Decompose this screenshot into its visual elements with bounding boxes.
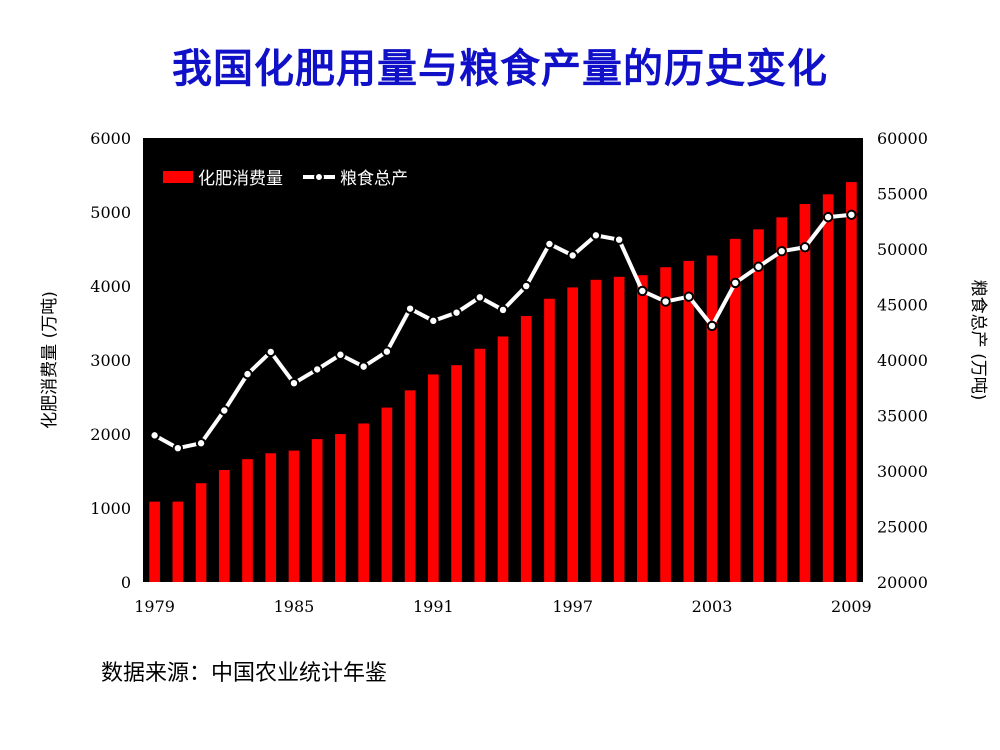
bar-1986 [311, 439, 323, 582]
bar-2006 [776, 217, 788, 582]
line-layer [149, 209, 857, 454]
grain-point-1994 [497, 304, 509, 316]
grain-point-2000 [637, 285, 648, 297]
grain-point-1987 [335, 349, 346, 360]
bar-2008 [822, 194, 834, 582]
page-title: 我国化肥用量与粮食产量的历史变化 [172, 46, 828, 92]
legend: 化肥消费量 粮食总产 [163, 169, 408, 189]
left-tick-label: 4000 [90, 277, 131, 296]
left-tick-label: 0 [121, 573, 131, 592]
grain-point-2001 [660, 296, 671, 307]
right-tick-label: 60000 [877, 129, 928, 148]
bar-2007 [799, 204, 811, 582]
right-axis-title: 粮食总产 (万吨) [968, 280, 988, 401]
source-note: 数据来源：中国农业统计年鉴 [101, 661, 388, 686]
bar-2000 [637, 275, 648, 582]
bar-1983 [242, 459, 253, 582]
bar-1998 [590, 279, 602, 582]
bar-1991 [427, 374, 439, 582]
bar-1988 [358, 423, 369, 582]
bar-1981 [195, 483, 207, 582]
left-axis: 0 1000 2000 3000 4000 5000 6000 [90, 129, 131, 592]
grain-point-1982 [219, 405, 230, 416]
grain-point-1989 [381, 346, 393, 357]
grain-point-2005 [753, 261, 764, 272]
left-tick-label: 2000 [90, 425, 131, 444]
bar-1993 [474, 348, 486, 582]
bar-1982 [218, 470, 230, 582]
grain-point-1988 [358, 361, 369, 372]
bar-1979 [149, 501, 160, 582]
right-tick-label: 20000 [877, 573, 928, 592]
bar-2009 [846, 182, 857, 582]
left-tick-label: 5000 [90, 203, 131, 222]
grain-point-1997 [567, 250, 578, 261]
bar-2005 [753, 229, 764, 582]
grain-point-1979 [149, 430, 160, 441]
grain-point-1981 [195, 438, 207, 449]
grain-point-1995 [521, 280, 532, 292]
bar-1987 [335, 434, 346, 582]
bar-1984 [265, 453, 277, 582]
bar-1985 [288, 450, 300, 582]
legend-label-fertilizer: 化肥消费量 [198, 169, 283, 189]
left-axis-title: 化肥消费量 (万吨) [40, 291, 60, 429]
grain-point-1991 [428, 315, 439, 327]
grain-point-2002 [683, 291, 695, 302]
bar-1989 [381, 407, 393, 582]
right-tick-label: 45000 [877, 296, 928, 315]
grain-point-1999 [613, 234, 625, 245]
x-tick-label: 2009 [831, 597, 872, 616]
bar-2003 [706, 255, 718, 582]
x-tick-label: 1979 [134, 597, 175, 616]
grain-point-1985 [288, 377, 300, 389]
grain-point-1990 [404, 303, 416, 314]
bar-1980 [172, 501, 184, 582]
bar-1992 [451, 365, 462, 582]
grain-point-2003 [706, 320, 718, 332]
grain-point-1992 [451, 307, 462, 318]
left-tick-label: 6000 [90, 129, 131, 148]
grain-point-2006 [776, 245, 787, 257]
bar-2002 [683, 260, 695, 582]
grain-point-1986 [311, 364, 323, 375]
right-tick-label: 50000 [877, 240, 928, 259]
left-tick-label: 3000 [90, 351, 131, 370]
legend-swatch-grain-marker [314, 172, 324, 182]
x-tick-label: 1997 [552, 597, 593, 616]
x-tick-label: 1985 [274, 597, 315, 616]
bar-2004 [729, 238, 741, 583]
legend-swatch-fertilizer [163, 171, 193, 183]
right-tick-label: 35000 [877, 407, 928, 426]
grain-point-1996 [544, 238, 555, 250]
right-tick-label: 30000 [877, 462, 928, 481]
x-tick-label: 1991 [413, 597, 454, 616]
bars-layer [149, 182, 857, 583]
bar-1997 [567, 287, 579, 582]
grain-point-1983 [242, 368, 253, 380]
grain-point-2007 [799, 242, 811, 253]
x-axis: 1979 1985 1991 1997 2003 2009 [134, 597, 871, 616]
grain-point-1993 [474, 292, 485, 303]
grain-point-1980 [172, 442, 184, 454]
right-tick-label: 40000 [877, 351, 928, 370]
grain-point-2008 [822, 211, 834, 223]
grain-point-1984 [265, 346, 276, 358]
bar-1994 [497, 336, 509, 582]
bar-1990 [404, 390, 416, 582]
right-tick-label: 25000 [877, 518, 928, 537]
legend-label-grain: 粮食总产 [340, 169, 408, 189]
bar-1995 [520, 316, 532, 582]
grain-point-2004 [730, 277, 741, 289]
grain-point-2009 [846, 209, 857, 220]
left-tick-label: 1000 [90, 499, 131, 518]
bar-2001 [660, 267, 671, 582]
x-tick-label: 2003 [692, 597, 733, 616]
right-tick-label: 55000 [877, 185, 928, 204]
bar-1999 [613, 276, 625, 582]
grain-point-1998 [590, 230, 602, 241]
right-axis: 20000 25000 30000 35000 40000 45000 50000 55000… [877, 129, 928, 592]
bar-1996 [544, 298, 555, 582]
